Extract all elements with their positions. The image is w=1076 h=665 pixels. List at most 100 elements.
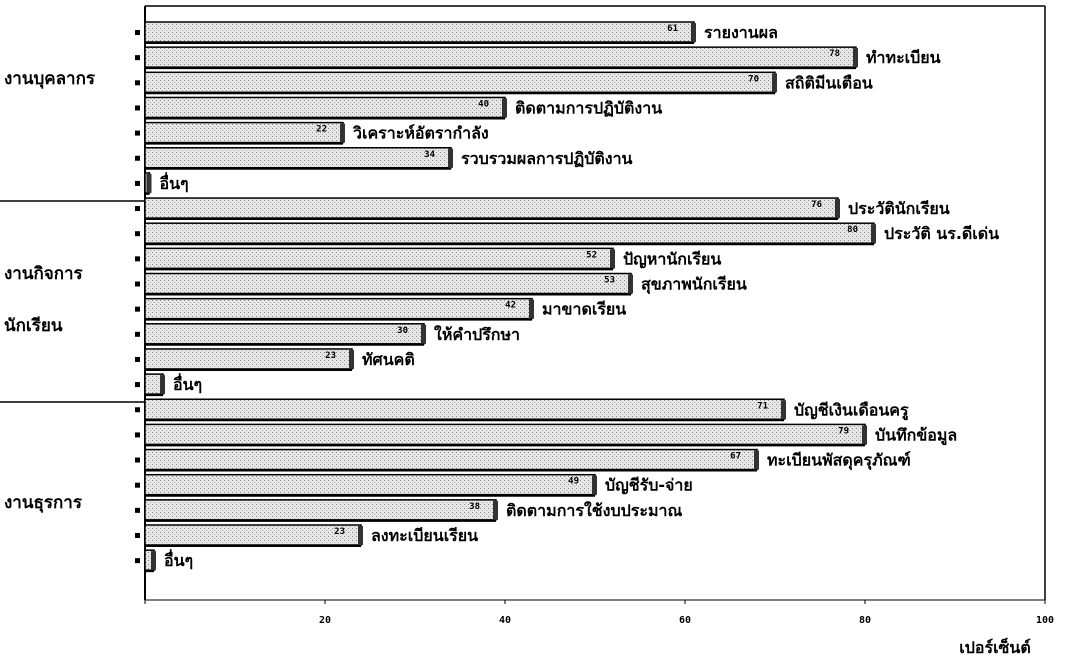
- bar-category-label: ทำทะเบียน: [866, 48, 941, 67]
- bar-category-label: ให้คำปรึกษา: [434, 325, 520, 344]
- bar: [144, 272, 632, 295]
- bar-end-cap: [781, 400, 786, 420]
- bar-end-cap: [691, 23, 696, 42]
- bar: [144, 448, 758, 471]
- bar-end-cap: [853, 48, 858, 68]
- bar-end-cap: [529, 299, 534, 319]
- bar-end-cap: [151, 551, 156, 571]
- y-tick-mark: [135, 432, 140, 438]
- bar: [144, 524, 362, 546]
- bar-value-label: 71: [757, 401, 768, 411]
- bar-category-label: วิเคราะห์อัตรากำลัง: [352, 124, 489, 143]
- bar: [144, 423, 866, 446]
- bar: [144, 121, 344, 144]
- bar-category-label: ประวัตินักเรียน: [848, 199, 950, 218]
- bar-category-label: บันทึกข้อมูล: [875, 425, 957, 446]
- y-tick-mark: [135, 482, 140, 488]
- bar-category-label: สุขภาพนักเรียน: [641, 275, 747, 295]
- bar-value-label: 23: [325, 351, 336, 361]
- group-label: งานกิจการ: [4, 264, 84, 284]
- x-tick-label: 80: [859, 615, 871, 626]
- bar-category-label: ติดตามการใช้งบประมาณ: [506, 501, 682, 520]
- bar-category-label: รวบรวมผลการปฏิบัติงาน: [461, 149, 633, 168]
- y-tick-mark: [135, 407, 140, 413]
- bar-value-label: 78: [829, 49, 840, 59]
- bar-end-cap: [835, 199, 840, 219]
- bar-end-cap: [871, 224, 876, 244]
- bar-value-label: 38: [469, 502, 480, 512]
- y-tick-mark: [135, 281, 140, 287]
- bar: [144, 46, 857, 68]
- bar-end-cap: [754, 450, 759, 470]
- bar-value-label: 67: [730, 452, 741, 462]
- bar: [144, 348, 353, 370]
- bar-end-cap: [610, 249, 615, 269]
- bar: [144, 96, 506, 119]
- group-label: งานบุคลากร: [4, 69, 96, 89]
- bar-category-label: ปัญหานักเรียน: [623, 249, 721, 269]
- bar-value-label: 52: [586, 250, 597, 260]
- bar-category-label: ทะเบียนพัสดุครุภัณฑ์: [767, 451, 911, 471]
- bar-category-label: ทัศนคติ: [362, 350, 415, 369]
- y-tick-mark: [135, 155, 140, 161]
- y-tick-mark: [135, 457, 140, 463]
- y-tick-mark: [135, 180, 140, 186]
- bar-value-label: 22: [316, 125, 327, 135]
- bar-category-label: สถิติมีนเตือน: [785, 73, 873, 92]
- bar-value-label: 49: [568, 477, 579, 487]
- bar-end-cap: [349, 349, 354, 369]
- bar-end-cap: [358, 526, 363, 545]
- y-tick-mark: [135, 382, 140, 388]
- bar: [144, 247, 614, 270]
- bar-value-label: 42: [505, 301, 516, 311]
- bar-category-label: ประวัติ นร.ดีเด่น: [884, 224, 999, 243]
- bar-value-label: 23: [334, 527, 345, 537]
- bar-end-cap: [493, 500, 498, 520]
- bar: [144, 147, 452, 169]
- bar-category-label: บัญชีรับ-จ่าย: [605, 476, 693, 496]
- bar-value-label: 30: [397, 326, 408, 336]
- bar-end-cap: [772, 73, 777, 93]
- y-tick-mark: [135, 231, 140, 237]
- bar-category-label: อื่นๆ: [159, 172, 189, 193]
- bar-category-label: อื่นๆ: [164, 549, 194, 570]
- bar-end-cap: [340, 123, 345, 143]
- bar-end-cap: [160, 375, 165, 395]
- bar: [144, 197, 839, 219]
- bar: [144, 21, 695, 43]
- y-tick-mark: [135, 533, 140, 538]
- bar-end-cap: [421, 324, 426, 344]
- x-tick-label: 40: [499, 615, 511, 626]
- x-axis-title: เปอร์เซ็นต์: [959, 636, 1030, 657]
- bar-value-label: 79: [838, 426, 849, 436]
- y-tick-mark: [135, 30, 140, 35]
- x-tick-label: 100: [1036, 615, 1054, 626]
- bar-category-label: ลงทะเบียนเรียน: [371, 526, 478, 545]
- bar-end-cap: [448, 148, 453, 168]
- bar: [144, 473, 596, 496]
- bar: [144, 323, 425, 345]
- bar-value-label: 40: [478, 99, 489, 109]
- bar-value-label: 80: [847, 225, 858, 235]
- y-tick-mark: [135, 206, 140, 212]
- bar-category-label: อื่นๆ: [173, 373, 203, 394]
- bar-category-label: มาขาดเรียน: [542, 300, 626, 319]
- bar: [144, 71, 776, 94]
- bar: [144, 499, 497, 521]
- x-tick-label: 60: [679, 615, 691, 626]
- bar-end-cap: [862, 425, 867, 445]
- group-label: นักเรียน: [4, 315, 63, 336]
- y-tick-mark: [135, 105, 140, 111]
- bar-end-cap: [502, 98, 507, 118]
- bar: [144, 297, 533, 320]
- bar-value-label: 76: [811, 200, 822, 210]
- plot-area: 20 40 60 80 100 61 รายงานผล 78 ทำทะเบียน 70 สถิติม…: [0, 5, 1054, 626]
- y-tick-mark: [135, 256, 140, 262]
- y-tick-mark: [135, 80, 140, 86]
- group-label: งานธุรการ: [4, 493, 83, 513]
- bar-value-label: 34: [424, 150, 435, 160]
- y-tick-mark: [135, 331, 140, 337]
- bar-category-label: ติดตามการปฏิบัติงาน: [515, 98, 662, 117]
- bar-end-cap: [146, 173, 152, 193]
